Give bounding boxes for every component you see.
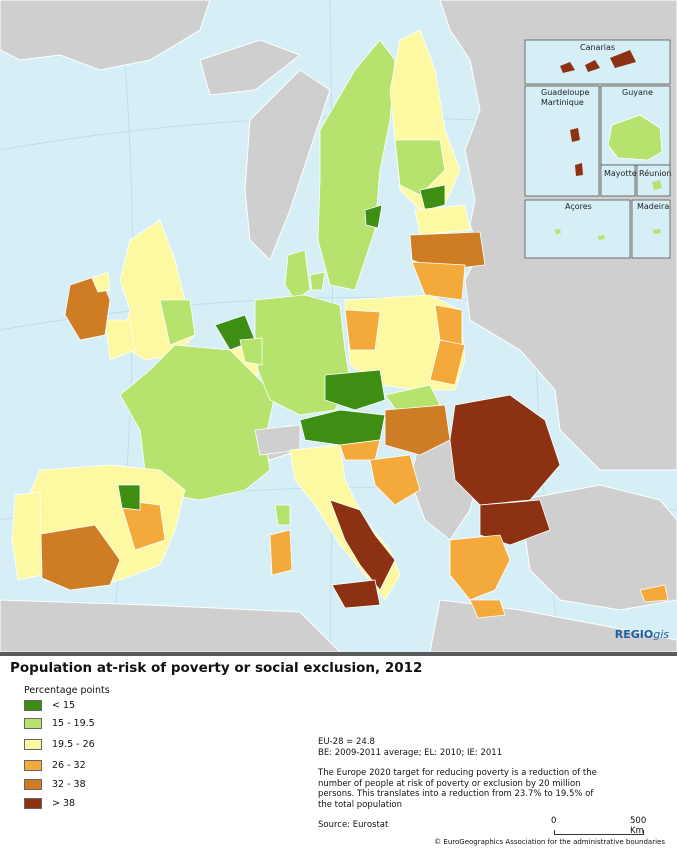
legend-swatch (24, 778, 42, 790)
map-title: Population at-risk of poverty or social … (10, 660, 423, 676)
years-note: BE: 2009-2011 average; EL: 2010; IE: 201… (318, 747, 503, 758)
legend-swatch (24, 738, 42, 750)
scale-line (554, 830, 644, 835)
source-note: Source: Eurostat (318, 820, 389, 830)
scale-end: 500 Km (630, 816, 647, 836)
label-martinique: Martinique (541, 98, 584, 107)
label-guyane: Guyane (622, 88, 653, 97)
label-guadeloupe: Guadeloupe (541, 88, 589, 97)
title-rule (0, 652, 677, 656)
eu-regions (11, 29, 669, 619)
legend-label: 26 - 32 (52, 759, 86, 771)
label-reunion: Réunion (639, 168, 671, 178)
legend-label: 32 - 38 (52, 778, 86, 790)
legend-title: Percentage points (24, 685, 110, 696)
legend-swatch (24, 717, 42, 729)
scale-start: 0 (551, 816, 557, 826)
legend-label: 15 - 19.5 (52, 717, 95, 729)
legend-label: 19.5 - 26 (52, 738, 95, 750)
label-madeira: Madeira (637, 202, 669, 211)
label-mayotte: Mayotte (604, 169, 637, 178)
legend-item: > 38 (24, 796, 75, 810)
legend-label: > 38 (52, 797, 76, 809)
legend-item: < 15 (24, 698, 75, 712)
brand-suffix: gis (653, 628, 669, 641)
legend-item: 15 - 19.5 (24, 716, 95, 730)
scale-bar: 0 500 Km (548, 816, 658, 838)
legend-item: 26 - 32 (24, 758, 86, 772)
notes: EU-28 = 24.8 BE: 2009-2011 average; EL: … (318, 737, 608, 831)
legend-item: 19.5 - 26 (24, 737, 95, 751)
legend-swatch (24, 759, 42, 771)
map-area: Canarias Guadeloupe Martinique Guyane Ma… (0, 0, 677, 652)
regiogis-logo: REGIOgis (615, 628, 669, 641)
legend-item: 32 - 38 (24, 777, 86, 791)
brand-main: REGIO (614, 628, 654, 641)
legend-label: < 15 (52, 699, 76, 711)
target-note: The Europe 2020 target for reducing pove… (318, 768, 597, 810)
copyright: © EuroGeographics Association for the ad… (434, 838, 665, 846)
label-acores: Açores (565, 202, 592, 211)
choropleth-map: Canarias Guadeloupe Martinique Guyane Ma… (0, 0, 677, 652)
label-canarias: Canarias (580, 43, 615, 52)
eu28-note: EU-28 = 24.8 (318, 737, 375, 747)
legend-swatch (24, 797, 42, 809)
legend-swatch (24, 699, 42, 711)
outermost-insets: Canarias Guadeloupe Martinique Guyane Ma… (524, 39, 671, 259)
